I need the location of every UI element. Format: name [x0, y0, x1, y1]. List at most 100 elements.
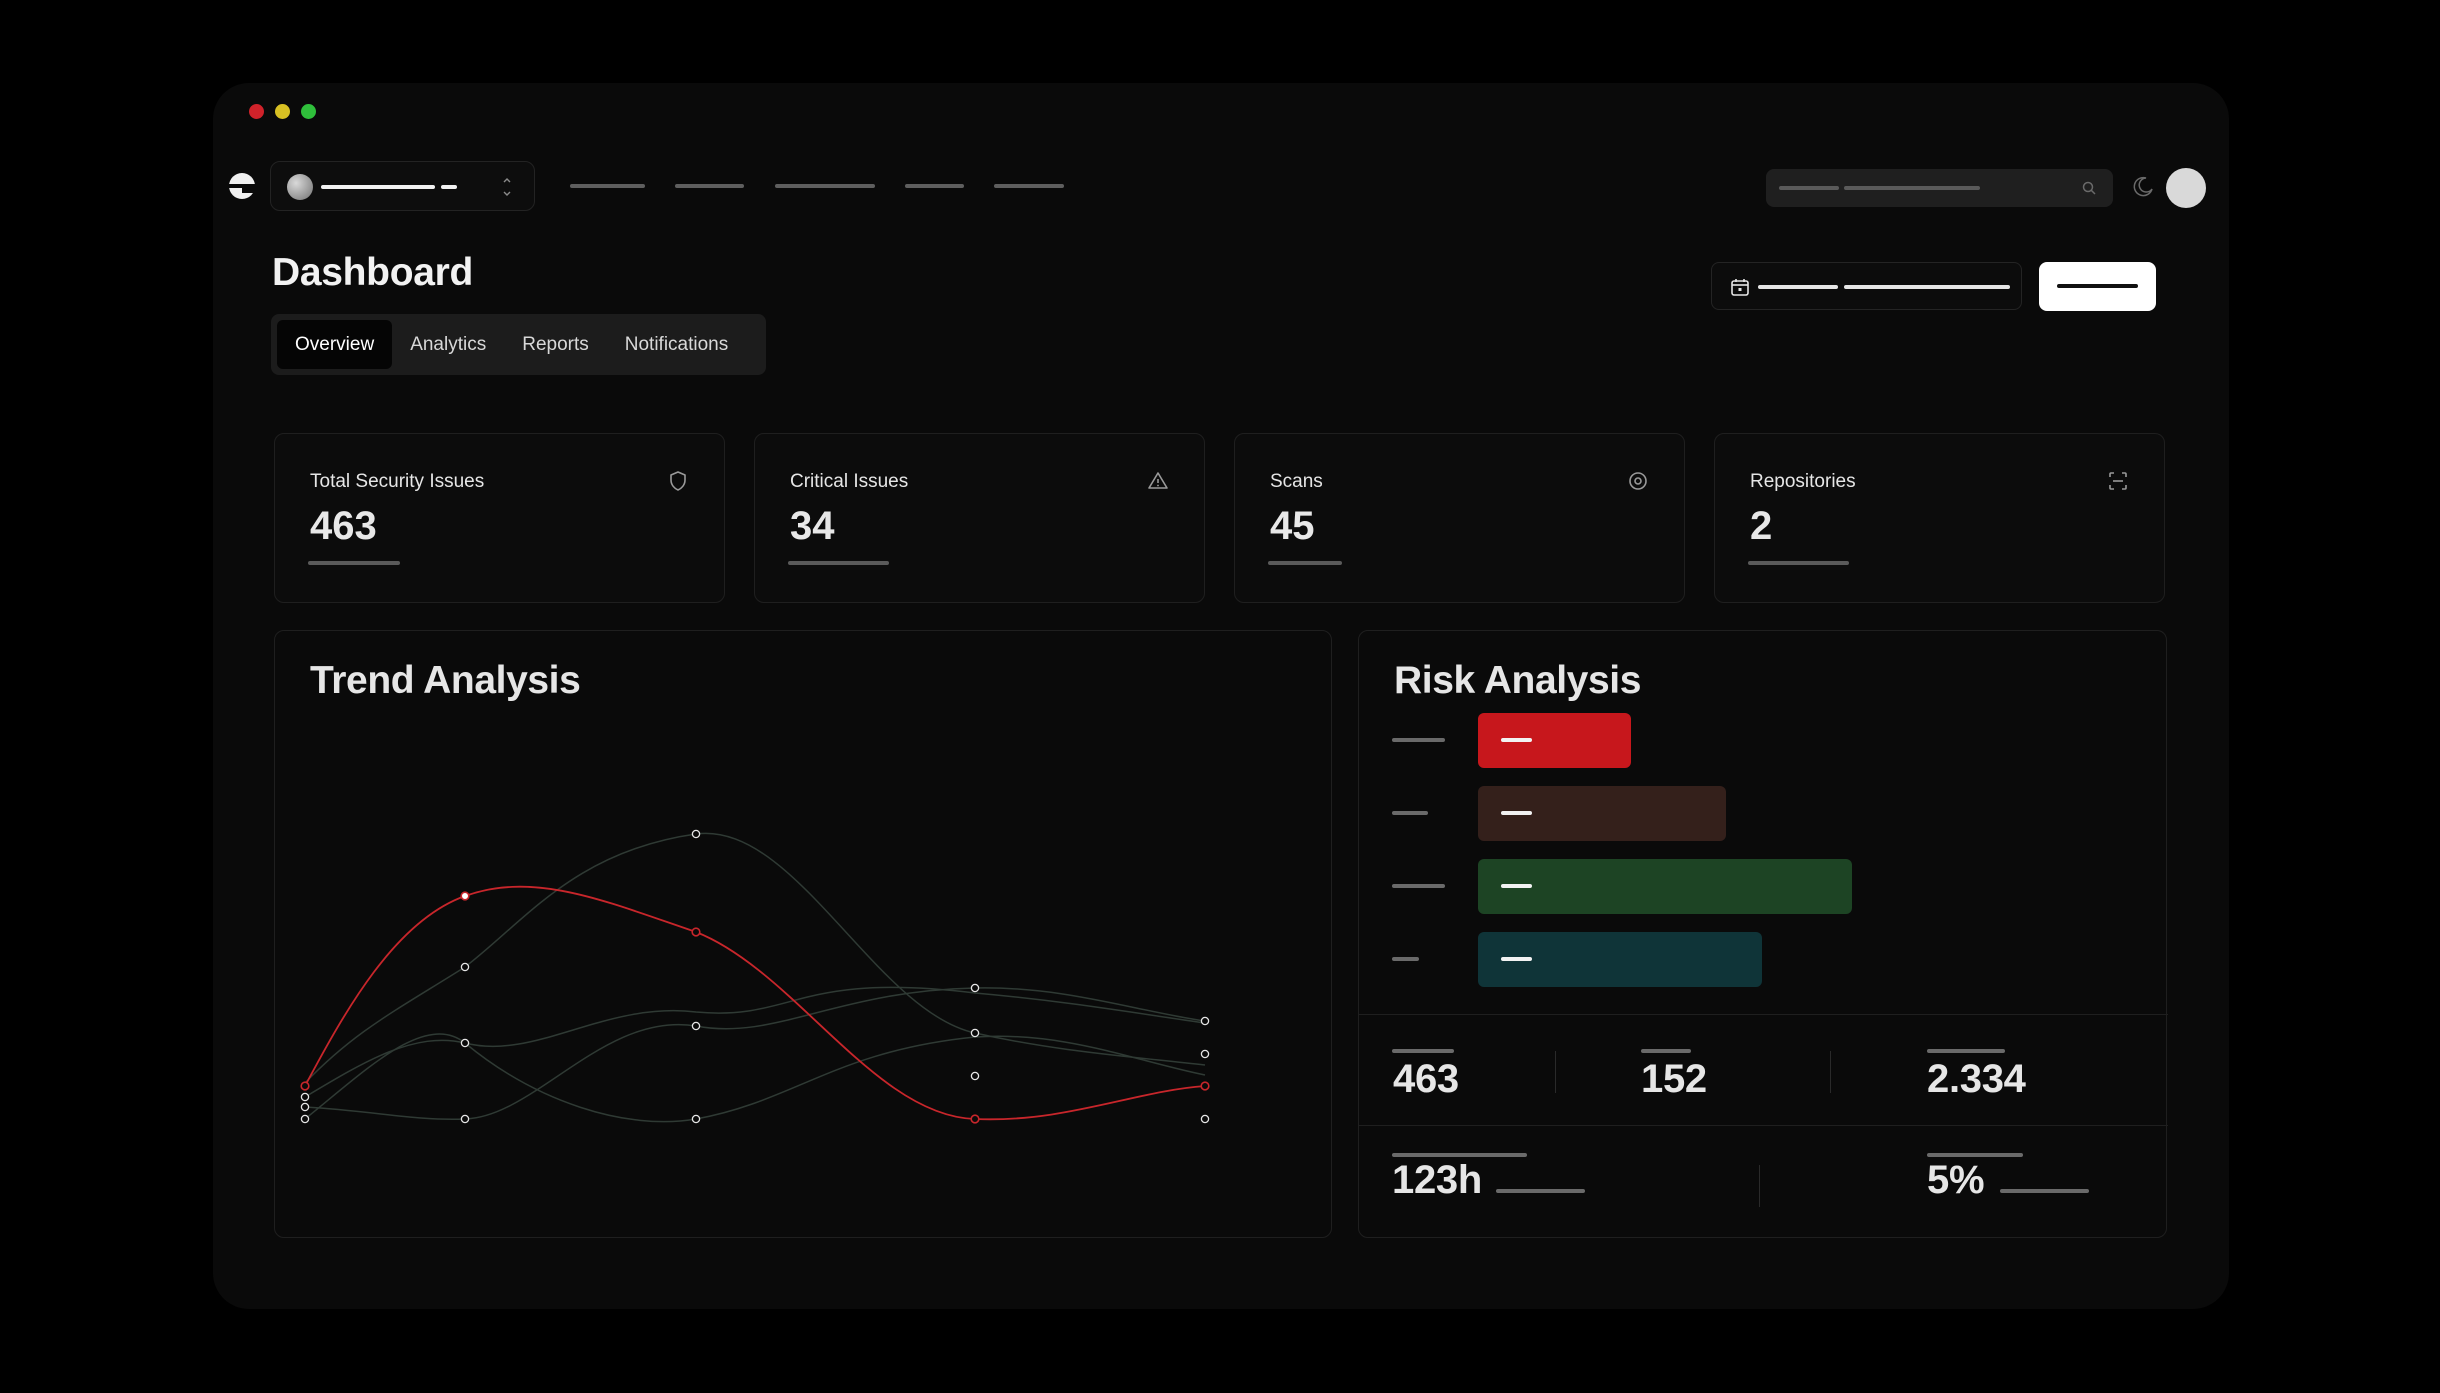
risk-bar-label-placeholder [1501, 884, 1532, 888]
tab-overview[interactable]: Overview [277, 320, 393, 369]
calendar-icon [1731, 279, 1749, 296]
trend-point[interactable] [300, 1102, 310, 1112]
trend-point[interactable] [970, 1071, 980, 1081]
risk-bar [1478, 932, 1762, 987]
nav-item-5[interactable] [994, 184, 1064, 188]
trend-point[interactable] [1200, 1114, 1210, 1124]
search-placeholder-2 [1844, 186, 1980, 190]
trend-chart [300, 829, 1210, 1124]
minimize-window-button[interactable] [275, 104, 290, 119]
stat-card-critical-issues: Critical Issues 34 [754, 433, 1205, 603]
trend-points-critical [300, 891, 1210, 1124]
stat-label: Total Security Issues [310, 471, 485, 492]
trend-series-muted-1 [304, 832, 1206, 1084]
risk-label-placeholder [1392, 957, 1419, 961]
stat-trend-placeholder [1748, 561, 1849, 565]
stat-trend-placeholder [308, 561, 400, 565]
stat-value: 45 [1270, 504, 1315, 548]
metric-value: 123h [1392, 1158, 1482, 1202]
risk-label-placeholder [1392, 738, 1445, 742]
metric-label-placeholder [1927, 1153, 2023, 1157]
trend-point[interactable] [1200, 1049, 1210, 1059]
trend-point-critical[interactable] [970, 1114, 980, 1124]
stat-card-scans: Scans 45 [1234, 433, 1685, 603]
risk-bar [1478, 713, 1631, 768]
alert-triangle-icon [1148, 472, 1168, 489]
user-avatar[interactable] [2166, 168, 2206, 208]
date-range-picker[interactable] [1711, 262, 2022, 310]
trend-points-muted [300, 829, 1210, 1124]
risk-label-placeholder [1392, 811, 1428, 815]
metric-trend-placeholder [2000, 1189, 2089, 1193]
tab-reports[interactable]: Reports [522, 334, 589, 355]
trend-point[interactable] [460, 1114, 470, 1124]
risk-row[interactable] [1359, 932, 2168, 987]
trend-point[interactable] [691, 829, 701, 839]
trend-point[interactable] [460, 962, 470, 972]
trend-point[interactable] [970, 983, 980, 993]
stat-label: Repositories [1750, 471, 1856, 492]
stat-label: Scans [1270, 471, 1323, 492]
date-end-placeholder [1844, 285, 2010, 289]
shield-icon [670, 471, 686, 491]
trend-point[interactable] [300, 1092, 310, 1102]
risk-row[interactable] [1359, 713, 2168, 768]
date-start-placeholder [1758, 285, 1838, 289]
metric-label-placeholder [1392, 1049, 1454, 1053]
risk-bar [1478, 786, 1726, 841]
primary-action-label-placeholder [2057, 284, 2138, 288]
risk-analysis-panel: Risk Analysis 463 152 [1358, 630, 2168, 1238]
tab-notifications[interactable]: Notifications [624, 334, 729, 355]
divider [1555, 1051, 1556, 1093]
trend-series-muted-2 [304, 986, 1206, 1098]
stat-trend-placeholder [1268, 561, 1342, 565]
metric-value: 5% [1927, 1158, 1985, 1202]
organization-switcher[interactable] [270, 161, 535, 211]
scan-eye-icon [1629, 472, 1647, 490]
maximize-window-button[interactable] [301, 104, 316, 119]
trend-point[interactable] [691, 1021, 701, 1031]
trend-point[interactable] [691, 1114, 701, 1124]
trend-analysis-panel: Trend Analysis [274, 630, 1332, 1238]
trend-point-critical[interactable] [460, 891, 470, 901]
trend-point[interactable] [460, 1038, 470, 1048]
nav-item-3[interactable] [775, 184, 875, 188]
app-logo-icon[interactable] [228, 172, 256, 200]
metric-label-placeholder [1641, 1049, 1691, 1053]
app-window: Dashboard Overview Analytics Reports Not… [213, 83, 2229, 1309]
tab-bar: Overview Analytics Reports Notifications [271, 314, 766, 375]
risk-row[interactable] [1359, 786, 2168, 841]
trend-point[interactable] [300, 1114, 310, 1124]
risk-label-placeholder [1392, 884, 1445, 888]
trend-point-critical[interactable] [1200, 1081, 1210, 1091]
risk-bar [1478, 859, 1852, 914]
stat-value: 463 [310, 504, 377, 548]
panel-title: Trend Analysis [310, 659, 581, 702]
risk-bar-label-placeholder [1501, 738, 1532, 742]
stat-value: 34 [790, 504, 835, 548]
trend-point-critical[interactable] [691, 927, 701, 937]
trend-point-critical[interactable] [300, 1081, 310, 1091]
nav-item-4[interactable] [905, 184, 964, 188]
nav-item-2[interactable] [675, 184, 744, 188]
metric-value: 152 [1641, 1057, 1707, 1101]
divider [1759, 1165, 1760, 1207]
stat-trend-placeholder [788, 561, 889, 565]
tab-analytics[interactable]: Analytics [410, 334, 487, 355]
search-input[interactable] [1766, 169, 2113, 207]
nav-item-1[interactable] [570, 184, 645, 188]
primary-action-button[interactable] [2039, 262, 2156, 311]
metric-trend-placeholder [1496, 1189, 1585, 1193]
divider [1359, 1125, 2168, 1126]
window-controls [249, 104, 316, 119]
stat-card-repositories: Repositories 2 [1714, 433, 2165, 603]
theme-toggle-icon[interactable] [2131, 175, 2155, 199]
risk-row[interactable] [1359, 859, 2168, 914]
chevron-up-down-icon [502, 174, 512, 200]
trend-point[interactable] [970, 1028, 980, 1038]
risk-bar-label-placeholder [1501, 957, 1532, 961]
search-icon [2082, 181, 2096, 195]
close-window-button[interactable] [249, 104, 264, 119]
organization-avatar [287, 174, 313, 200]
trend-point[interactable] [1200, 1016, 1210, 1026]
